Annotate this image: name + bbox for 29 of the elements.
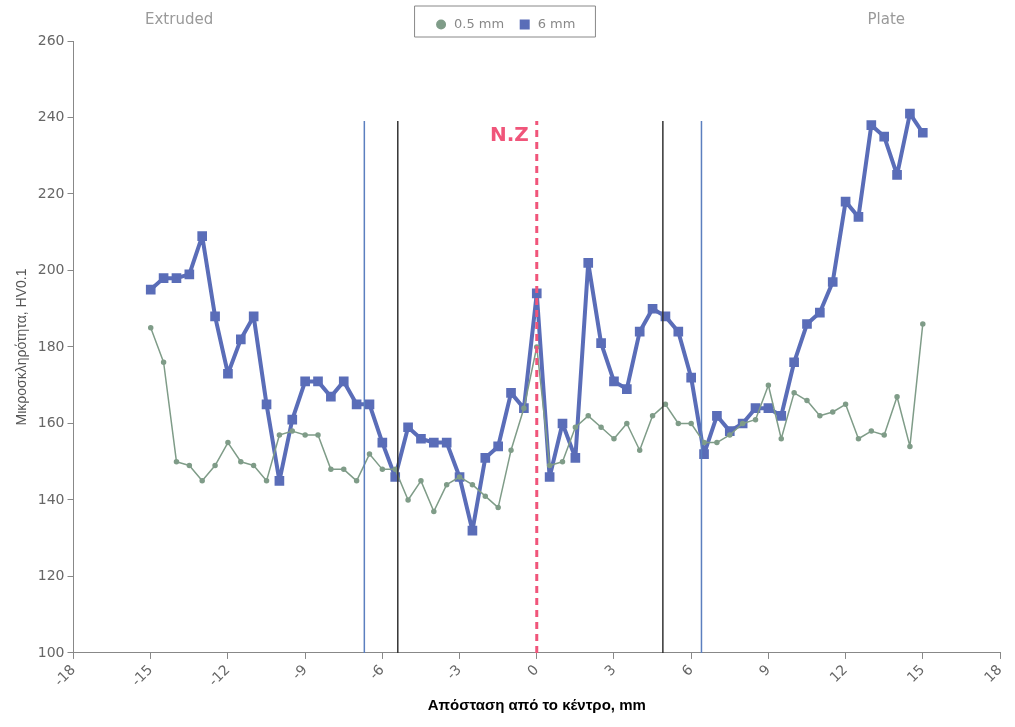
x-tick-label: -18 xyxy=(50,661,79,689)
x-tick-label: -9 xyxy=(288,661,310,683)
x-tick-label: -3 xyxy=(443,661,465,683)
x-tick-label: -15 xyxy=(127,661,156,689)
y-tick-label: 220 xyxy=(37,184,65,201)
y-tick-label: 260 xyxy=(37,31,65,48)
x-tick-label: -12 xyxy=(205,661,233,689)
y-tick-label: 100 xyxy=(37,643,65,660)
x-tick-label: 18 xyxy=(980,661,1005,686)
y-tick-label: 140 xyxy=(37,490,65,507)
text: Plate xyxy=(867,9,905,28)
legend-label: 0.5 mm xyxy=(454,15,505,31)
y-tick-label: 160 xyxy=(37,414,65,431)
y-axis-title: Μικροσκληρότητα, HV0.1 xyxy=(13,268,30,426)
legend-label: 6 mm xyxy=(537,15,576,31)
x-axis-title: Απόσταση από το κέντρο, mm xyxy=(427,696,646,714)
x-tick-label: 3 xyxy=(601,661,619,679)
text: Extruded xyxy=(145,9,214,28)
x-tick-label: 6 xyxy=(678,661,696,679)
x-tick-label: 12 xyxy=(826,661,851,686)
y-tick-label: 180 xyxy=(37,337,65,354)
y-tick-label: 200 xyxy=(37,261,65,278)
y-tick-label: 240 xyxy=(37,108,65,125)
x-tick-label: 9 xyxy=(755,661,774,679)
x-tick-label: -6 xyxy=(365,661,388,683)
y-tick-label: 120 xyxy=(37,567,65,584)
x-tick-label: 15 xyxy=(903,661,928,686)
x-tick-label: 0 xyxy=(523,661,542,679)
ref-line-label: N.Z xyxy=(489,122,529,147)
